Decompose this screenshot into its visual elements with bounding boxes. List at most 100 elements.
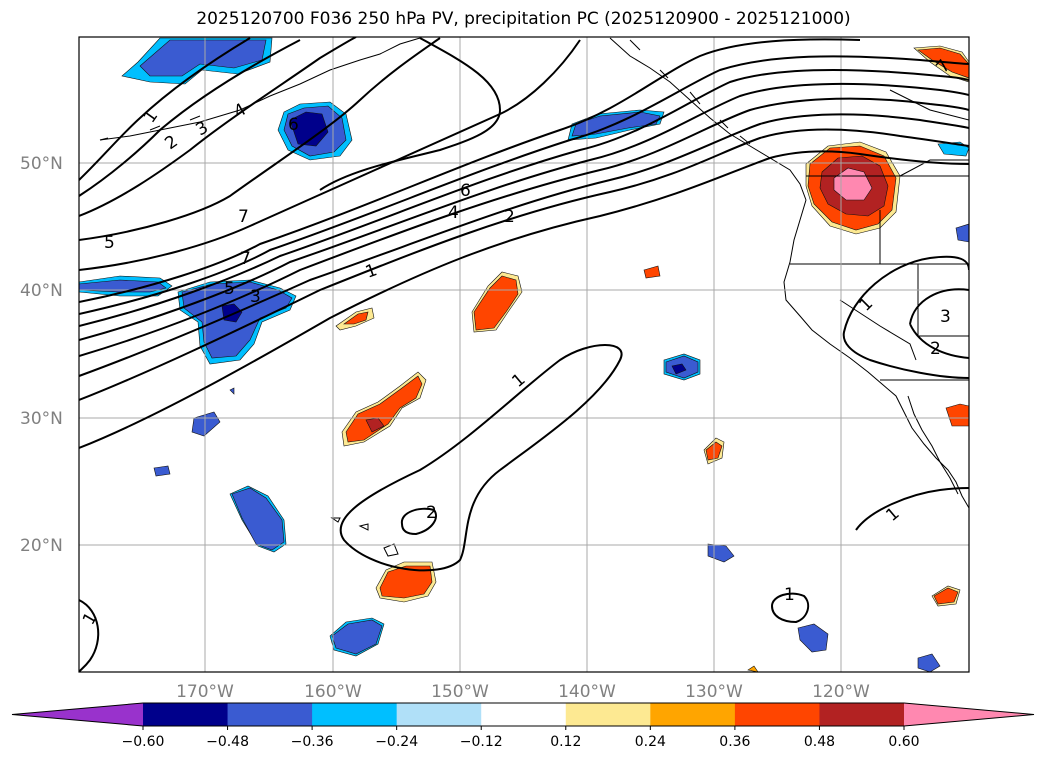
- colorbar-extend-min: [12, 703, 143, 726]
- contour-label: 3: [940, 307, 951, 327]
- west-coast: [783, 199, 969, 509]
- colorbar-tick-label: −0.60: [122, 734, 165, 750]
- precip-positive-patch: [345, 375, 423, 443]
- pv-contour: [79, 82, 969, 341]
- lat-label-20n: 20°N: [20, 536, 63, 556]
- colorbar-tick-label: 0.48: [804, 734, 835, 750]
- us-state-border: [839, 299, 917, 361]
- map-title: 2025120700 F036 250 hPa PV, precipitatio…: [196, 9, 851, 29]
- lon-label-120w: 120°W: [812, 682, 870, 702]
- contour-label: 6: [460, 181, 471, 201]
- colorbar-tick-label: −0.12: [460, 734, 503, 750]
- precip-positive-patch: [933, 587, 959, 605]
- pv-contour: [842, 255, 969, 379]
- pv-contour: [79, 97, 969, 357]
- pv-contour: [400, 507, 437, 536]
- precip-positive-patch: [379, 565, 433, 599]
- precip-positive-patch: [945, 403, 969, 427]
- colorbar-segment: [734, 703, 820, 726]
- contour-label: 7: [240, 249, 251, 269]
- precip-negative-patch: [331, 619, 383, 655]
- map-frame: [78, 36, 970, 673]
- pv-contours: [79, 37, 969, 672]
- lon-label-170w: 170°W: [176, 682, 234, 702]
- pv-contour: [79, 599, 100, 672]
- gridlines: [79, 37, 969, 672]
- contour-label: 3: [250, 287, 261, 307]
- colorbar-segment: [481, 703, 567, 726]
- colorbar-extend-max: [904, 703, 1034, 726]
- colorbar-tick-label: 0.12: [550, 734, 581, 750]
- pv-contour: [79, 55, 969, 315]
- alaska-panhandle-coast: [609, 37, 807, 201]
- colorbar-segment: [819, 703, 905, 726]
- lat-label-50n: 50°N: [20, 154, 63, 174]
- precip-negative-patch: [797, 623, 829, 653]
- hawaii-island: [358, 523, 369, 531]
- pv-contour: [79, 150, 969, 449]
- colorbar-segment: [565, 703, 651, 726]
- colorbar-segment: [312, 703, 398, 726]
- pv-contour: [79, 37, 357, 217]
- alaska-coast: [99, 37, 421, 141]
- contour-label: 2: [930, 339, 941, 359]
- pv-contour: [79, 128, 969, 401]
- contour-label: 6: [288, 115, 299, 135]
- pv-contour: [339, 344, 623, 572]
- pv-contour: [79, 38, 861, 303]
- precip-negative-patch: [671, 363, 687, 375]
- hawaii-island: [330, 517, 341, 523]
- lon-label-140w: 140°W: [558, 682, 616, 702]
- canada-province-border: [889, 89, 969, 121]
- colorbar-segment: [396, 703, 482, 726]
- colorbar-segment: [227, 703, 313, 726]
- pv-contour: [79, 68, 969, 327]
- precip-negative-patch: [139, 39, 267, 77]
- precip-negative-patch: [153, 465, 171, 477]
- pv-contour: [855, 487, 969, 531]
- longitude-labels: 170°W 160°W 150°W 140°W 130°W 120°W: [176, 682, 870, 702]
- colorbar-tick-label: 0.36: [719, 734, 750, 750]
- precip-negative-patch: [917, 653, 941, 672]
- colorbar: −0.60 −0.48 −0.36 −0.24 −0.12 0.12 0.24 0.36 0.4…: [11, 702, 1035, 750]
- precip-positive-patch: [747, 665, 759, 672]
- contour-label: 7: [238, 207, 249, 227]
- pv-contour: [79, 37, 441, 241]
- lon-label-160w: 160°W: [304, 682, 362, 702]
- pv-contour: [909, 288, 969, 359]
- precip-positive-patch: [343, 311, 369, 325]
- contour-label: 1: [784, 585, 795, 605]
- pv-contour: [319, 37, 502, 191]
- contour-label: 2: [504, 207, 515, 227]
- latitude-labels: 50°N 40°N 30°N 20°N: [20, 154, 63, 556]
- alaska-islands: [629, 39, 751, 145]
- pv-contour: [79, 39, 301, 197]
- precip-negative-patch: [955, 223, 969, 243]
- colorbar-tick-label: 0.24: [635, 734, 666, 750]
- precip-negative-patch: [289, 111, 329, 147]
- precip-negative-patch: [231, 487, 285, 551]
- contour-label: 5: [104, 233, 115, 253]
- colorbar-tick-label: −0.48: [206, 734, 249, 750]
- colorbar-tick-label: 0.60: [888, 734, 919, 750]
- lat-label-40n: 40°N: [20, 281, 63, 301]
- contour-label: 2: [426, 503, 437, 523]
- precip-positive-patch: [365, 417, 385, 433]
- contour-label: 5: [224, 279, 235, 299]
- pv-contour: [79, 39, 581, 271]
- colorbar-tick-label: −0.24: [375, 734, 418, 750]
- pv-contour: [79, 113, 969, 377]
- precip-negative-patch: [229, 387, 235, 395]
- precip-patches: [79, 37, 969, 672]
- canada-province-border: [899, 159, 969, 177]
- pv-contour: [770, 592, 810, 624]
- lon-label-130w: 130°W: [685, 682, 743, 702]
- lat-label-30n: 30°N: [20, 409, 63, 429]
- lon-label-150w: 150°W: [431, 682, 489, 702]
- aleutian-islands: [99, 115, 201, 141]
- baja-coast: [907, 395, 959, 495]
- precip-positive-patch: [643, 265, 661, 279]
- colorbar-segment: [143, 703, 229, 726]
- colorbar-tick-label: −0.36: [291, 734, 334, 750]
